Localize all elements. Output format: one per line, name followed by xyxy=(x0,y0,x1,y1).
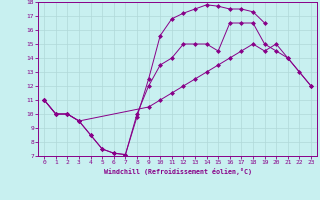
X-axis label: Windchill (Refroidissement éolien,°C): Windchill (Refroidissement éolien,°C) xyxy=(104,168,252,175)
